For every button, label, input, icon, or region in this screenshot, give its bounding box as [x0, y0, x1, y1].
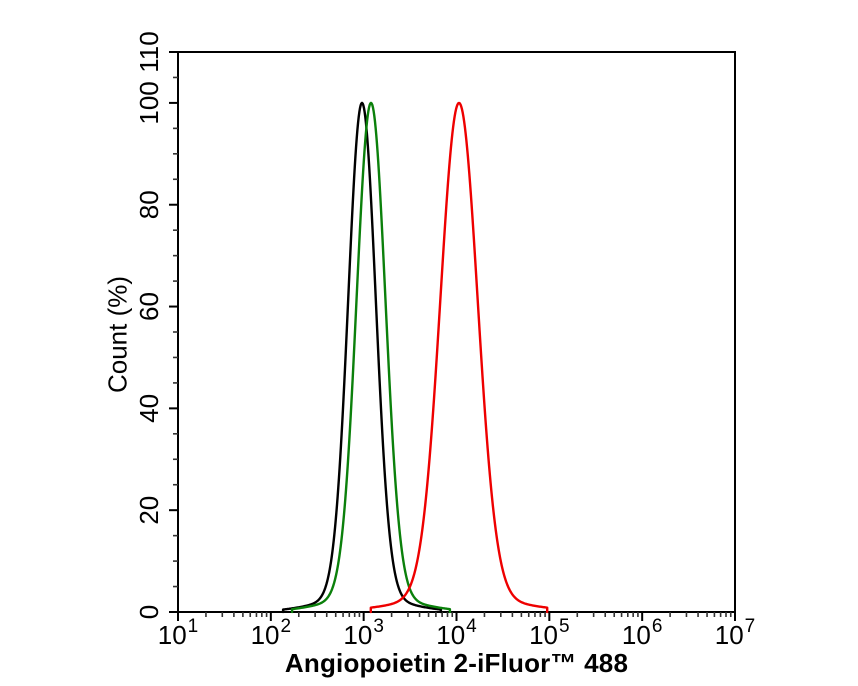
y-axis-title: Count (%)	[102, 275, 133, 394]
x-axis-title: Angiopoietin 2-iFluor™ 488	[284, 648, 629, 678]
curve-black	[281, 101, 443, 614]
x-tick-label: 104	[436, 616, 477, 650]
y-tick-label: 40	[134, 394, 164, 423]
x-tick-label: 101	[158, 616, 199, 650]
y-tick-label: 110	[134, 31, 164, 72]
plot-box	[177, 51, 736, 613]
y-tick-label: 60	[134, 292, 164, 321]
x-tick-label: 105	[529, 616, 570, 650]
y-tick-label: 80	[134, 190, 164, 219]
curve-red	[369, 101, 549, 614]
y-tick-label: 20	[134, 496, 164, 525]
x-tick-label: 103	[343, 616, 384, 650]
y-tick-label: 0	[134, 605, 164, 619]
curve-green	[290, 101, 452, 614]
x-tick-label: 106	[622, 616, 663, 650]
x-tick-label: 102	[251, 616, 292, 650]
x-tick-label: 107	[715, 616, 756, 650]
y-tick-label: 100	[134, 81, 164, 124]
